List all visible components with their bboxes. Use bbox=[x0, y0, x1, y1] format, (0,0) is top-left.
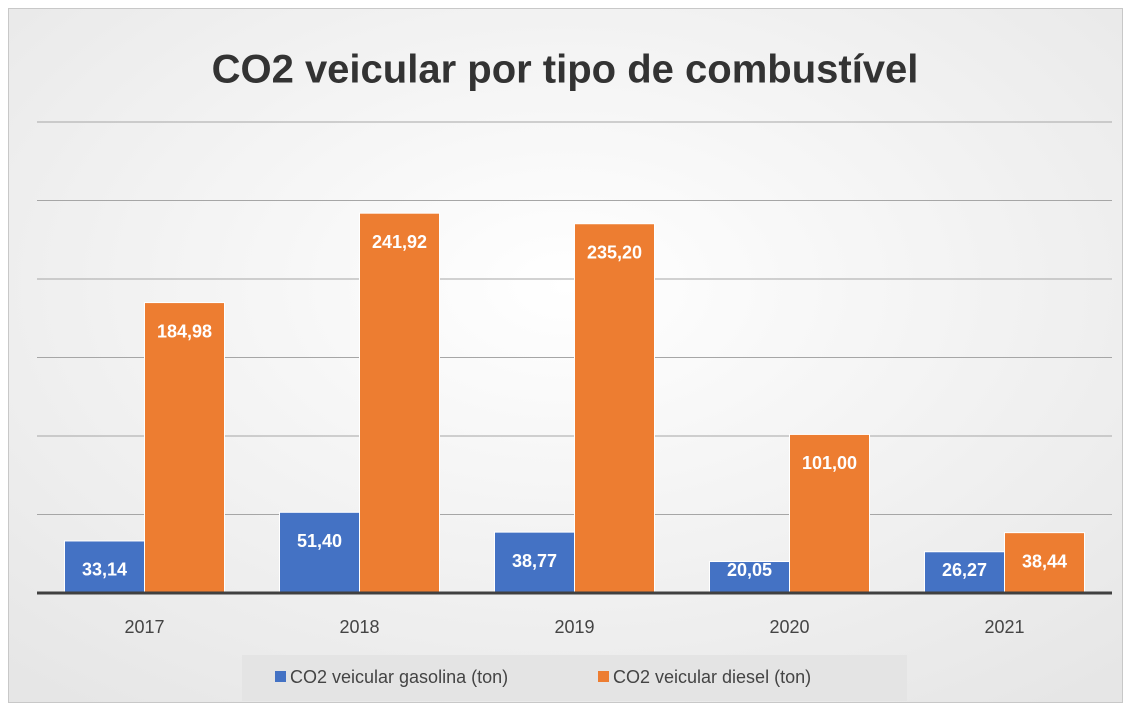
bar bbox=[789, 433, 870, 594]
bar bbox=[709, 561, 790, 594]
bar bbox=[574, 223, 655, 594]
data-label: 38,77 bbox=[512, 551, 557, 571]
x-tick-label: 2021 bbox=[984, 617, 1024, 637]
legend-label: CO2 veicular gasolina (ton) bbox=[290, 667, 508, 687]
data-label: 101,00 bbox=[802, 453, 857, 473]
data-label: 20,05 bbox=[727, 560, 772, 580]
legend-swatch bbox=[598, 671, 609, 682]
legend-label: CO2 veicular diesel (ton) bbox=[613, 667, 811, 687]
legend-swatch bbox=[275, 671, 286, 682]
data-label: 184,98 bbox=[157, 321, 212, 341]
data-label: 26,27 bbox=[942, 560, 987, 580]
bar bbox=[279, 511, 360, 594]
legend-box bbox=[242, 655, 907, 701]
x-tick-label: 2017 bbox=[124, 617, 164, 637]
x-tick-label: 2019 bbox=[554, 617, 594, 637]
bar bbox=[1004, 532, 1085, 594]
bar bbox=[924, 551, 1005, 594]
data-label: 241,92 bbox=[372, 232, 427, 252]
data-label: 235,20 bbox=[587, 242, 642, 262]
bar bbox=[64, 540, 145, 594]
chart-title: CO2 veicular por tipo de combustível bbox=[212, 48, 919, 92]
bar bbox=[359, 212, 440, 594]
x-tick-label: 2018 bbox=[339, 617, 379, 637]
data-label: 33,14 bbox=[82, 560, 127, 580]
data-label: 51,40 bbox=[297, 531, 342, 551]
data-label: 38,44 bbox=[1022, 551, 1067, 571]
bar bbox=[144, 302, 225, 594]
x-tick-label: 2020 bbox=[769, 617, 809, 637]
